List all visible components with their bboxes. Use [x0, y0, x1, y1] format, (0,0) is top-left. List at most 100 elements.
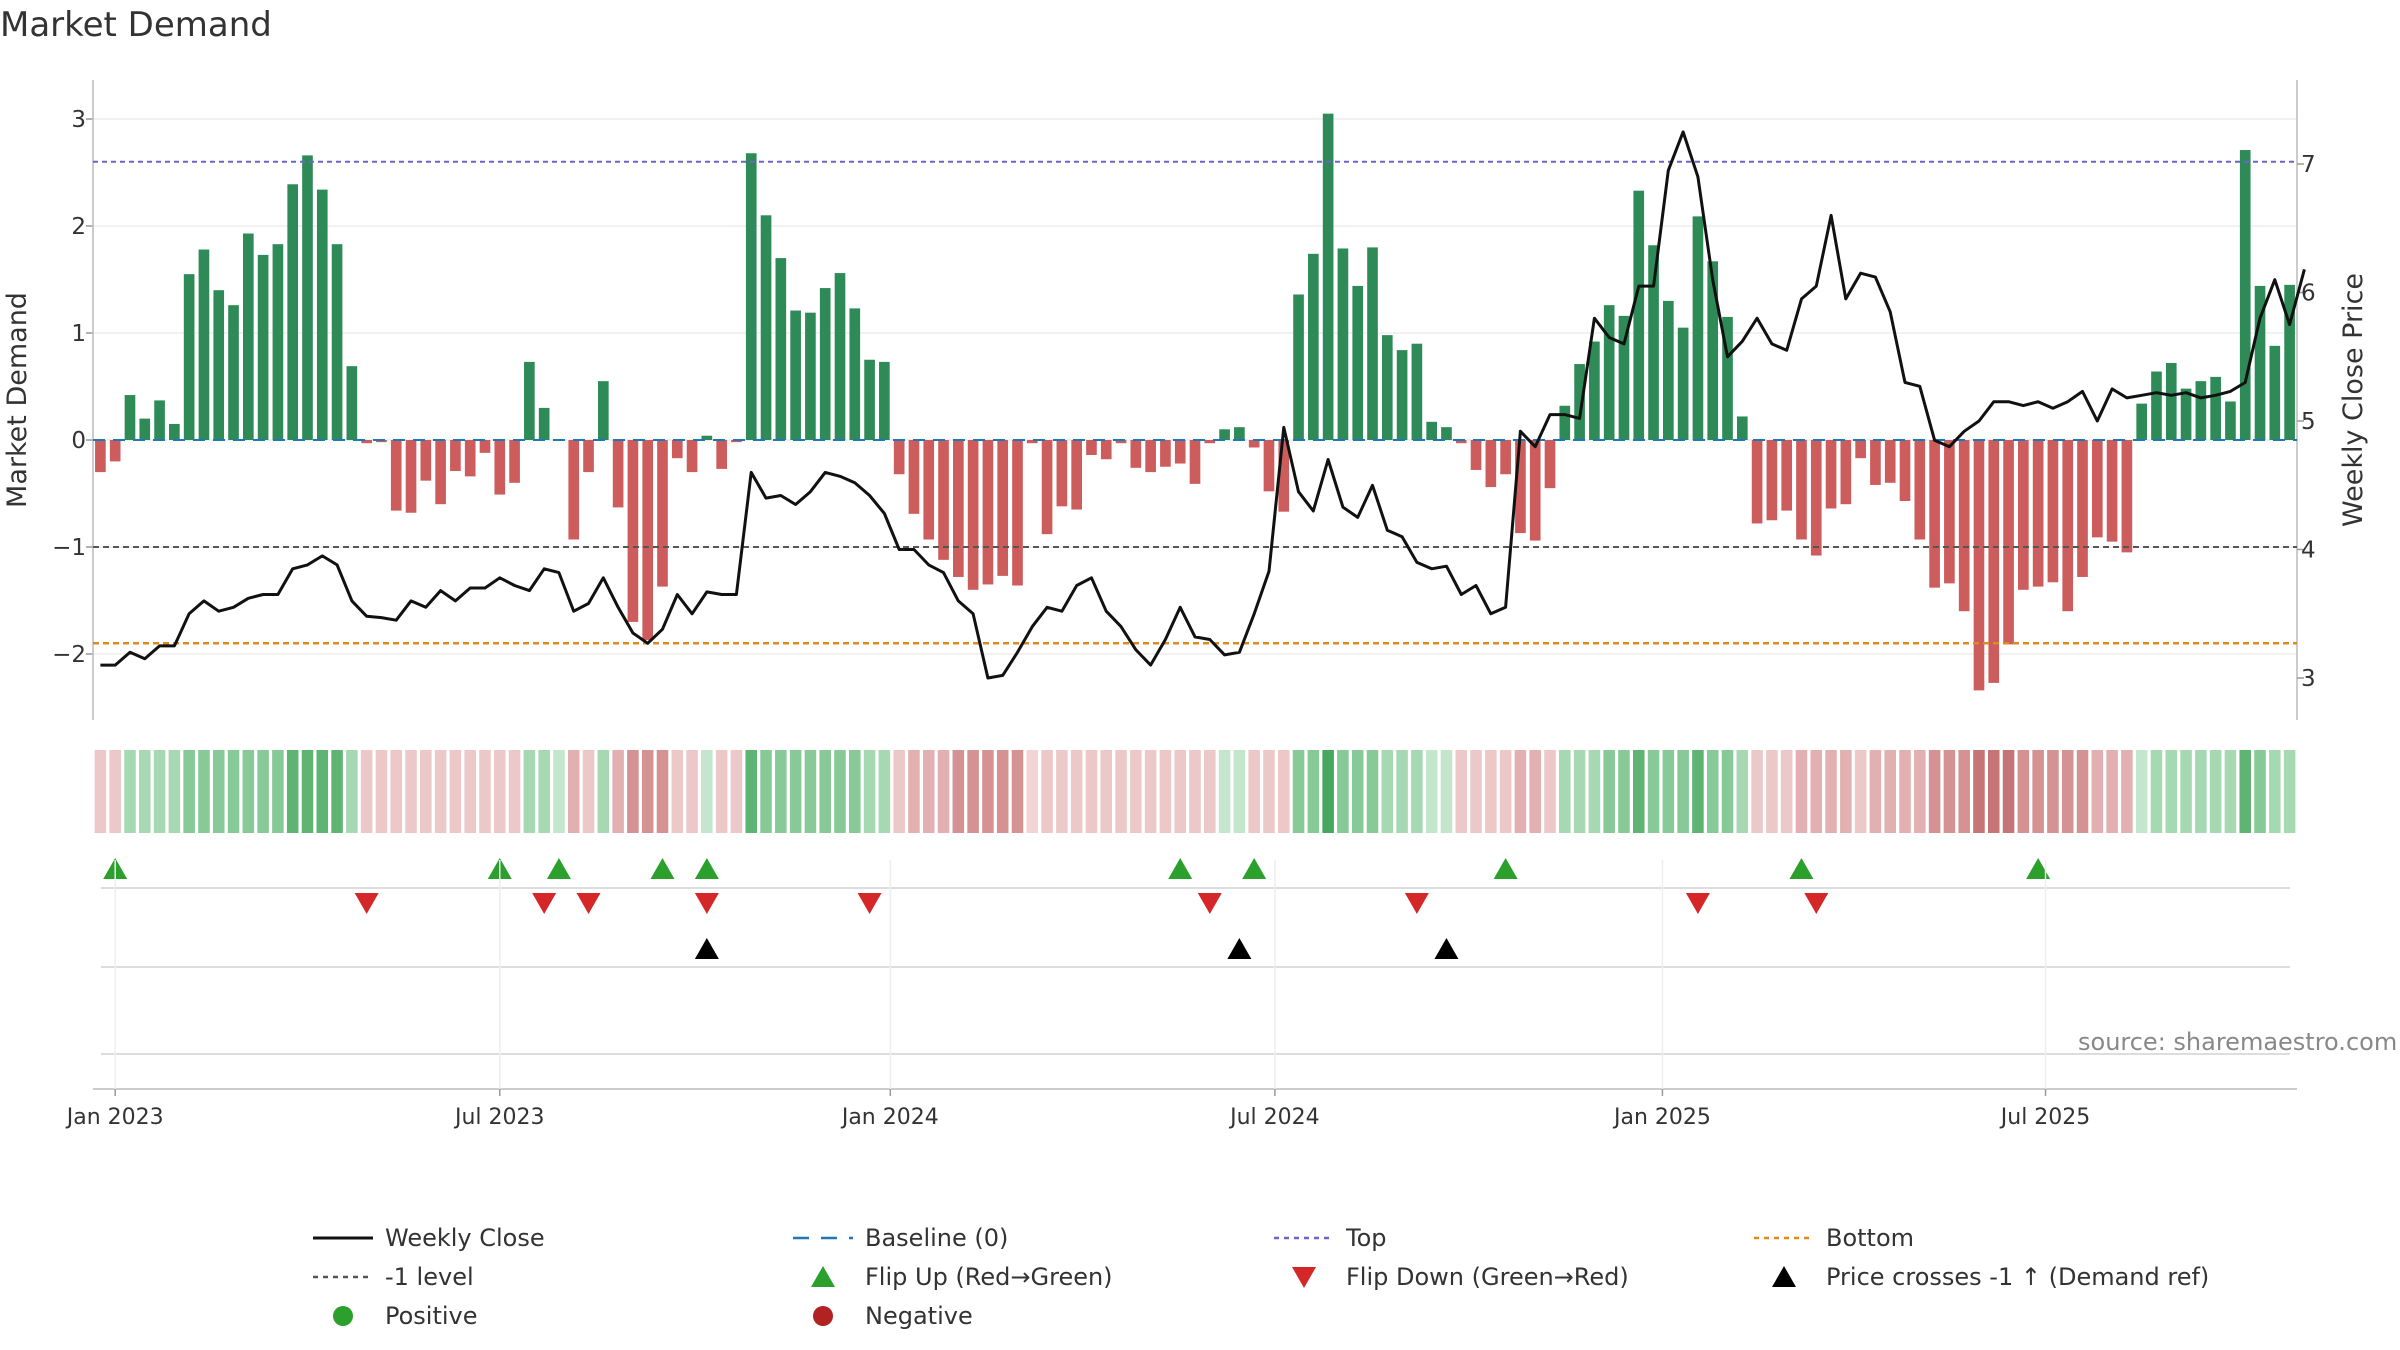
signal-band-cell — [1440, 750, 1453, 833]
legend-item: Bottom — [1754, 1224, 1914, 1252]
signal-band-cell — [553, 750, 565, 833]
demand-bar-negative — [1115, 440, 1127, 444]
demand-bar-negative — [967, 440, 979, 590]
demand-bar-positive — [597, 381, 609, 440]
signal-band-cell — [775, 750, 787, 833]
demand-bar-negative — [2032, 440, 2044, 587]
signal-band-cell — [242, 750, 255, 833]
signal-band-cell — [449, 750, 462, 833]
price-cross-marker — [1227, 938, 1252, 959]
legend-item: Baseline (0) — [793, 1224, 1008, 1252]
signal-band-cell — [2224, 750, 2237, 833]
signal-band-cell — [2269, 750, 2281, 833]
demand-bar-negative — [908, 440, 920, 514]
signal-band-cell — [1218, 750, 1231, 833]
signal-band-cell — [2106, 750, 2118, 833]
demand-bar-negative — [938, 440, 949, 560]
demand-bar-positive — [2225, 401, 2236, 440]
signal-band-cell — [967, 750, 979, 833]
demand-bar-negative — [361, 440, 372, 444]
signal-band-cell — [1854, 750, 1867, 833]
signal-band-cell — [2135, 750, 2148, 833]
signal-band-cell — [1337, 750, 1349, 833]
price-cross-marker — [1434, 938, 1459, 959]
y-tick-label: −2 — [52, 642, 86, 668]
signal-band-cell — [1840, 750, 1852, 833]
flip-down-marker — [354, 893, 379, 914]
legend-label: -1 level — [385, 1263, 474, 1291]
signal-band-cell — [1011, 750, 1024, 833]
signal-band-cell — [1914, 750, 1926, 833]
signal-band-cell — [1928, 750, 1941, 833]
signal-band-cell — [2047, 750, 2059, 833]
signal-band-cell — [168, 750, 181, 833]
signal-band-cell — [1292, 750, 1305, 833]
demand-bar-positive — [242, 233, 254, 440]
signal-band-cell — [405, 750, 417, 833]
demand-bar-negative — [2077, 440, 2088, 577]
signal-band-cell — [109, 750, 121, 833]
x-tick-label: Jan 2023 — [65, 1105, 164, 1130]
demand-bar-negative — [450, 440, 461, 472]
signal-band-cell — [1056, 750, 1068, 833]
demand-bar-positive — [2210, 376, 2221, 440]
demand-bar-negative — [1071, 440, 1082, 510]
demand-bar-positive — [257, 254, 269, 440]
demand-bar-positive — [1603, 305, 1615, 440]
demand-bar-negative — [1810, 440, 1822, 556]
demand-bar-negative — [1825, 440, 1837, 509]
signal-band-cell — [1322, 750, 1334, 833]
signal-band-cell — [908, 750, 920, 833]
signal-band-cell — [1425, 750, 1438, 833]
demand-bar-negative — [1086, 440, 1097, 455]
demand-bar-negative — [420, 440, 432, 481]
signal-band-cell — [1455, 750, 1468, 833]
demand-bar-positive — [346, 366, 358, 440]
legend-label: Weekly Close — [385, 1224, 545, 1252]
signal-band-cell — [2091, 750, 2104, 833]
signal-band-cell — [257, 750, 269, 833]
demand-bar-negative — [731, 440, 742, 443]
demand-bar-positive — [1322, 113, 1334, 441]
demand-bar-negative — [997, 440, 1009, 576]
demand-bar-negative — [479, 440, 491, 453]
demand-bar-positive — [1648, 245, 1659, 440]
signal-band-cell — [420, 750, 432, 833]
demand-bar-negative — [627, 440, 639, 622]
signal-band-cell — [760, 750, 772, 833]
legend-item: -1 level — [313, 1263, 474, 1291]
signal-band-cell — [1366, 750, 1379, 833]
signal-band-cell — [1869, 750, 1882, 833]
x-tick-label: Jul 2023 — [453, 1105, 545, 1130]
signal-band-cell — [1677, 750, 1689, 833]
demand-bar-negative — [1204, 440, 1216, 444]
signal-band-cell — [937, 750, 950, 833]
signal-band-cell — [1070, 750, 1083, 833]
demand-bar-negative — [1248, 440, 1260, 448]
flip-up-marker — [1242, 858, 1267, 879]
y-tick-label: 2 — [71, 214, 86, 240]
signal-band-cell — [2165, 750, 2178, 833]
signal-band-cell — [686, 750, 698, 833]
signal-band-cell — [1085, 750, 1098, 833]
demand-bar-positive — [2239, 150, 2251, 440]
demand-bar-positive — [1337, 248, 1349, 440]
y2-tick-label: 6 — [2301, 281, 2316, 307]
signal-band-cell — [2032, 750, 2044, 833]
demand-bar-positive — [154, 400, 165, 440]
signal-band-cell — [893, 750, 905, 833]
signal-band-cell — [1041, 750, 1053, 833]
signal-band-cell — [952, 750, 965, 833]
demand-bar-positive — [287, 184, 299, 440]
demand-bar-negative — [893, 440, 905, 475]
demand-bar-negative — [464, 440, 476, 477]
y2-tick-label: 3 — [2301, 666, 2316, 692]
demand-bar-negative — [1944, 440, 1955, 584]
signal-band-cell — [878, 750, 891, 833]
signal-band-cell — [1573, 750, 1586, 833]
demand-bar-positive — [316, 189, 328, 440]
negative-legend-swatch — [813, 1306, 833, 1326]
demand-bar-positive — [2151, 371, 2162, 440]
signal-band-cell — [2239, 750, 2251, 833]
legend-label: Negative — [865, 1302, 973, 1330]
